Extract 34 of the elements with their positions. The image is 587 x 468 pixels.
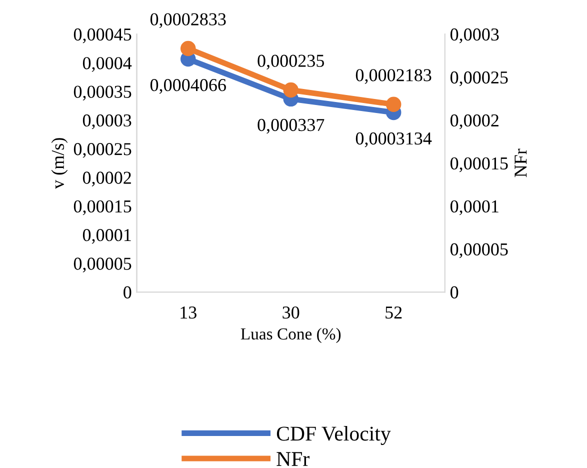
legend-label: CDF Velocity xyxy=(276,426,391,445)
x-tick-label: 13 xyxy=(180,306,196,319)
y2-tick-label: 0,00015 xyxy=(450,157,508,172)
y-tick-label: 0,00045 xyxy=(74,28,132,44)
y2-tick-label: 0,0002 xyxy=(450,114,498,130)
y-tick-label: 0,00025 xyxy=(74,143,132,158)
y2-axis-title: NFr xyxy=(514,148,527,178)
y-tick-label: 0 xyxy=(124,286,132,298)
y-tick-label: 0,0001 xyxy=(82,228,131,244)
x-tick-label: 30 xyxy=(282,306,300,319)
y-tick-label: 0,0004 xyxy=(82,57,132,72)
point xyxy=(180,40,196,56)
y2-tick-label: 0,0001 xyxy=(450,200,498,216)
data-label: 0,0004066 xyxy=(150,79,226,94)
y-tick-label: 0,00005 xyxy=(74,258,132,272)
y-tick-label: 0,0002 xyxy=(82,172,131,186)
y-axis-title: v (m/s) xyxy=(51,138,68,189)
y2-tick-label: 0,00005 xyxy=(450,243,508,258)
y-tick-label: 0,00015 xyxy=(74,200,132,216)
data-label: 0,0002833 xyxy=(150,13,226,28)
point xyxy=(386,96,402,112)
legend-label: NFr xyxy=(276,452,310,466)
x-axis-title: Luas Cone (%) xyxy=(240,328,341,343)
y2-tick-label: 0,0003 xyxy=(450,28,499,44)
point xyxy=(283,82,298,98)
y2-tick-label: 0,00025 xyxy=(450,71,508,86)
data-label: 0,0003134 xyxy=(356,132,432,148)
data-label: 0,000235 xyxy=(258,54,324,70)
y2-tick-label: 0 xyxy=(450,286,458,298)
x-tick-label: 52 xyxy=(386,306,402,319)
data-label: 0,000337 xyxy=(258,118,324,134)
y-tick-label: 0,0003 xyxy=(82,114,132,130)
y-tick-label: 0,00035 xyxy=(74,86,132,101)
data-label: 0,0002183 xyxy=(356,69,432,84)
